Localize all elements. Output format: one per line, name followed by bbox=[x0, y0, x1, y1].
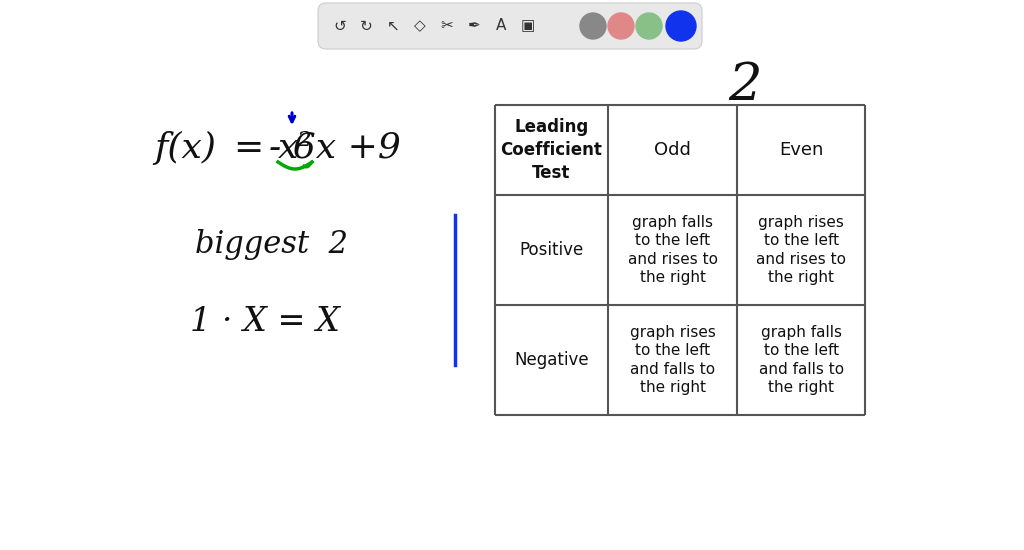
Circle shape bbox=[580, 13, 606, 39]
Text: graph falls
to the left
and rises to
the right: graph falls to the left and rises to the… bbox=[628, 214, 718, 285]
Text: ✂: ✂ bbox=[440, 19, 454, 34]
Text: 2: 2 bbox=[728, 59, 762, 111]
Text: x²: x² bbox=[278, 131, 312, 165]
Circle shape bbox=[666, 11, 696, 41]
Text: Negative: Negative bbox=[514, 351, 589, 369]
Text: Positive: Positive bbox=[519, 241, 584, 259]
Text: Even: Even bbox=[779, 141, 823, 159]
Circle shape bbox=[636, 13, 662, 39]
Text: biggest  2: biggest 2 bbox=[195, 229, 348, 261]
Text: ↻: ↻ bbox=[359, 19, 373, 34]
Text: Leading
Coefficient
Test: Leading Coefficient Test bbox=[501, 118, 602, 182]
Text: ↖: ↖ bbox=[387, 19, 399, 34]
Text: - 6x +9: - 6x +9 bbox=[269, 131, 401, 165]
Text: ✒: ✒ bbox=[468, 19, 480, 34]
Text: f(x): f(x) bbox=[154, 131, 216, 165]
Circle shape bbox=[608, 13, 634, 39]
Text: ▣: ▣ bbox=[521, 19, 536, 34]
Text: Odd: Odd bbox=[654, 141, 691, 159]
Text: 1 · X = X: 1 · X = X bbox=[190, 306, 340, 338]
Text: graph rises
to the left
and rises to
the right: graph rises to the left and rises to the… bbox=[756, 214, 846, 285]
Text: graph falls
to the left
and falls to
the right: graph falls to the left and falls to the… bbox=[759, 324, 844, 395]
Text: =: = bbox=[232, 131, 263, 165]
Text: ↺: ↺ bbox=[334, 19, 346, 34]
Text: A: A bbox=[496, 19, 506, 34]
FancyBboxPatch shape bbox=[318, 3, 702, 49]
Text: graph rises
to the left
and falls to
the right: graph rises to the left and falls to the… bbox=[630, 324, 716, 395]
Text: ◇: ◇ bbox=[414, 19, 426, 34]
